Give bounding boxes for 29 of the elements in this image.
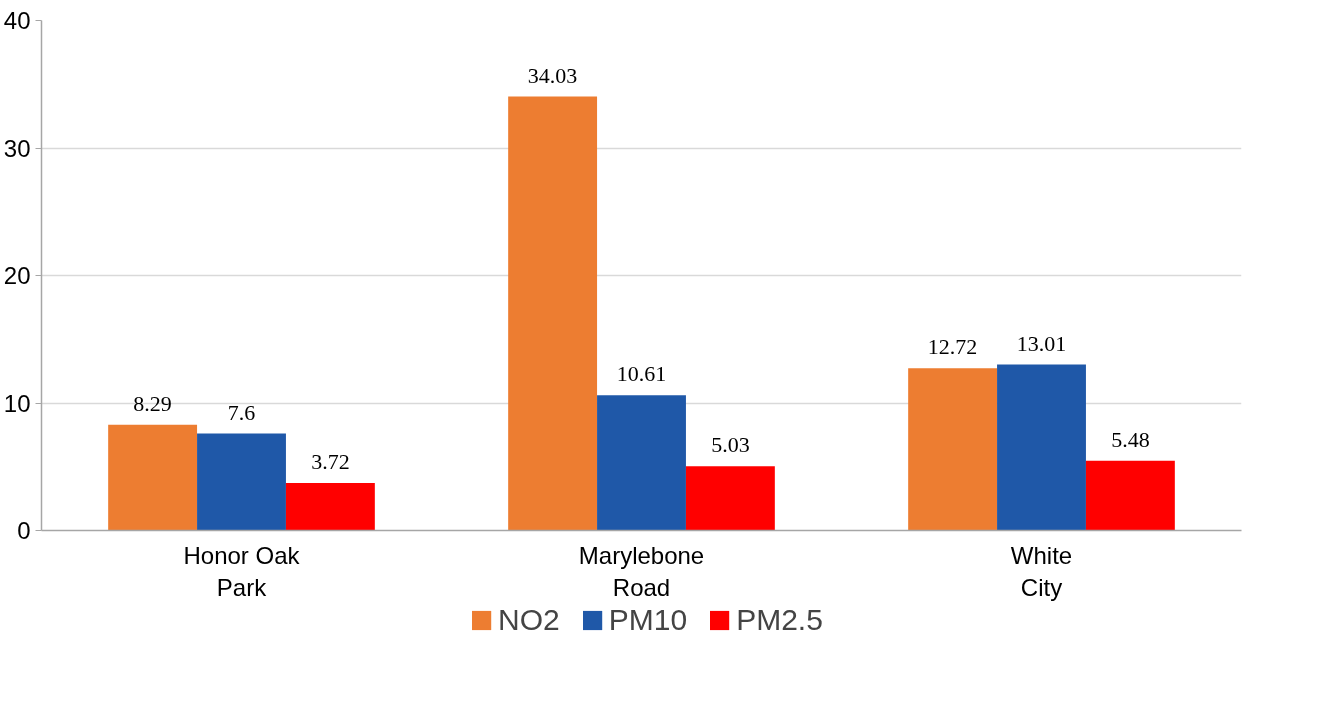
data-label: 13.01 xyxy=(1016,330,1067,356)
bar xyxy=(197,433,286,531)
bar xyxy=(285,483,375,531)
y-tick-label: 40 xyxy=(3,7,31,34)
data-label: 10.61 xyxy=(616,361,667,387)
data-label: 34.03 xyxy=(527,62,578,88)
data-label: 3.72 xyxy=(311,449,350,475)
legend-label: PM10 xyxy=(608,603,688,637)
x-tick-label: Honor Oak Park xyxy=(183,541,301,601)
bar xyxy=(108,424,198,531)
data-label: 5.48 xyxy=(1111,426,1150,452)
legend-label: NO2 xyxy=(498,603,560,637)
x-tick-label: Marylebone Road xyxy=(578,541,705,601)
bar xyxy=(597,395,686,531)
x-tick-label: White City xyxy=(1010,541,1073,601)
y-tick-label: 10 xyxy=(3,389,31,417)
y-tick-label: 20 xyxy=(3,262,31,289)
data-label: 7.6 xyxy=(227,399,256,425)
bar xyxy=(508,96,598,531)
data-label: 5.03 xyxy=(711,432,750,458)
bar xyxy=(1085,460,1175,531)
bar xyxy=(997,364,1086,531)
y-tick-label: 0 xyxy=(17,517,31,544)
legend-label: PM2.5 xyxy=(736,603,823,637)
bar xyxy=(908,368,998,531)
bar xyxy=(685,466,775,531)
y-tick-label: 30 xyxy=(3,134,31,162)
data-label: 12.72 xyxy=(927,334,978,360)
data-label: 8.29 xyxy=(133,390,172,416)
